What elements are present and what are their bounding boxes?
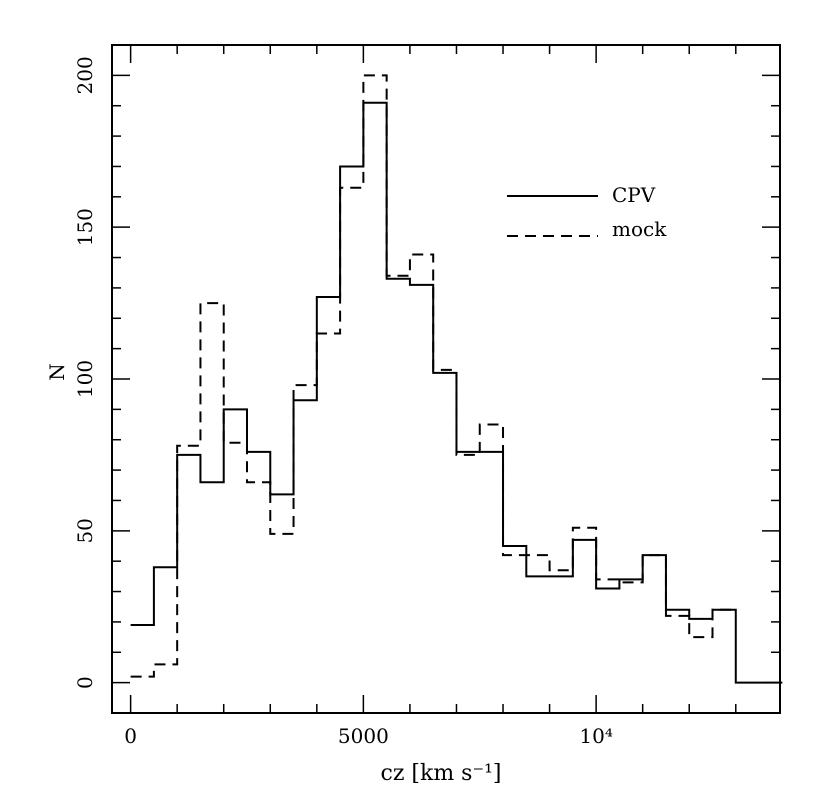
axis-ticks xyxy=(112,45,780,713)
y-tick-label: 100 xyxy=(73,360,97,398)
x-tick-label: 0 xyxy=(124,724,137,748)
y-axis-label: N xyxy=(45,363,69,381)
y-tick-label: 150 xyxy=(73,208,97,246)
legend-label-mock: mock xyxy=(612,217,667,241)
legend-label-cpv: CPV xyxy=(612,183,656,207)
x-tick-label: 10⁴ xyxy=(579,724,612,748)
series-layer xyxy=(130,74,783,684)
y-tick-label: 200 xyxy=(73,56,97,94)
y-tick-label: 0 xyxy=(73,676,97,689)
tick-labels: 0 5000 10⁴ 0 50 100 150 200 xyxy=(73,56,613,748)
series-mock-line xyxy=(130,74,736,678)
x-tick-label: 5000 xyxy=(338,724,389,748)
y-tick-label: 50 xyxy=(73,518,97,543)
x-axis-label: cz [km s⁻¹] xyxy=(381,761,502,786)
series-cpv-line xyxy=(130,101,783,684)
plot-frame xyxy=(111,44,781,714)
legend: CPV mock xyxy=(507,183,667,241)
